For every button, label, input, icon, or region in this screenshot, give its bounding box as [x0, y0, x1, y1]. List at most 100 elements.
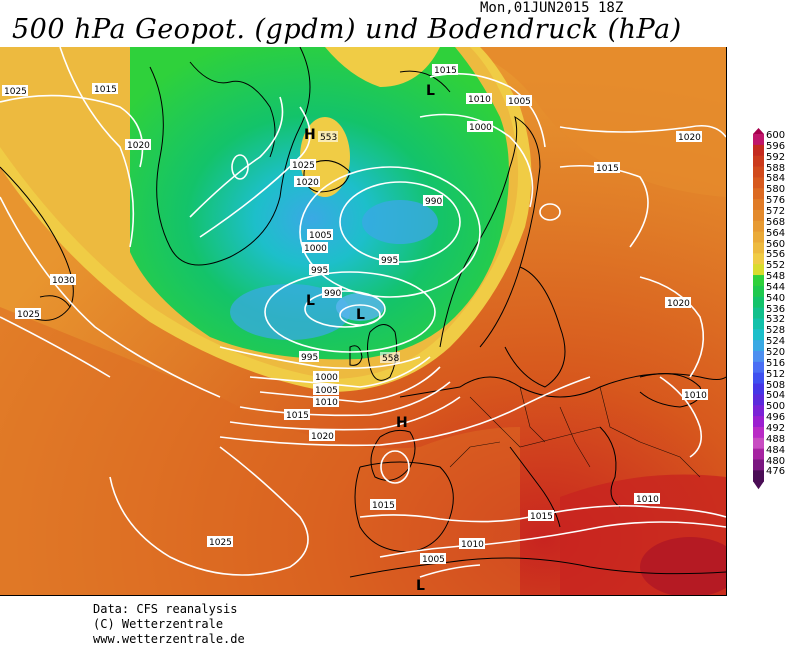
- scale-label: 524: [766, 336, 786, 348]
- scale-label: 484: [766, 444, 786, 456]
- color-scale: [752, 128, 764, 508]
- coastlines: [0, 47, 726, 578]
- credit-copyright: (C) Wetterzentrale: [93, 617, 224, 631]
- weather-map: 1025 1015 1020 1030 1025 1015 1010 1005 …: [0, 47, 727, 596]
- isobar-1025-azores: [109, 446, 309, 576]
- isobar-985-low: [304, 290, 386, 328]
- scale-swatch: [753, 318, 764, 330]
- credit-website: www.wetterzentrale.de: [93, 632, 245, 646]
- coast-canada: [0, 166, 74, 321]
- coast-africa: [349, 557, 726, 578]
- scale-label: 480: [766, 455, 786, 467]
- scale-label: 540: [766, 292, 786, 304]
- scale-swatch: [753, 405, 764, 417]
- isobar-label: 995: [381, 256, 398, 266]
- isobar-label: 1005: [315, 386, 338, 396]
- scale-swatch: [753, 166, 764, 178]
- scale-swatch: [753, 448, 764, 460]
- isobar-label: 1010: [315, 398, 338, 408]
- scale-label: 500: [766, 401, 786, 413]
- isobar-1015-ne: [559, 165, 649, 248]
- scale-label: 536: [766, 303, 786, 315]
- scale-swatch: [753, 242, 764, 254]
- isobar-1020-east: [639, 276, 705, 378]
- credits: Data: CFS reanalysis (C) Wetterzentrale …: [93, 602, 245, 647]
- isobar-label: 1015: [530, 512, 553, 522]
- scale-swatch: [753, 383, 764, 395]
- scale-label: 592: [766, 151, 786, 163]
- isobar-small-east: [539, 203, 561, 221]
- scale-label: 532: [766, 314, 786, 326]
- scale-label: 516: [766, 357, 786, 369]
- scale-label: 552: [766, 260, 786, 272]
- scale-label: 556: [766, 249, 786, 261]
- low-center-label: L: [356, 307, 365, 323]
- isobar-label: 990: [324, 289, 341, 299]
- isobar-label: 1010: [468, 95, 491, 105]
- scale-label: 564: [766, 227, 786, 239]
- scale-label: 580: [766, 184, 786, 196]
- scale-swatch: [753, 253, 764, 265]
- scale-swatch: [753, 351, 764, 363]
- scale-swatch: [753, 285, 764, 298]
- low-center-label: L: [306, 293, 315, 309]
- coast-sweden: [504, 266, 566, 388]
- scale-label: 568: [766, 216, 786, 228]
- color-scale-bar: [753, 128, 764, 490]
- isobar-label: 558: [382, 354, 399, 364]
- scale-label: 584: [766, 173, 786, 185]
- isobar-1010-mediterranean: [379, 521, 726, 558]
- scale-label: 476: [766, 466, 786, 478]
- isobar-1020-ne: [559, 124, 726, 138]
- isobar-1020-west: [59, 47, 135, 248]
- scale-label: 548: [766, 271, 786, 283]
- high-center-label: H: [396, 415, 408, 431]
- scale-label: 492: [766, 422, 786, 434]
- scale-swatch: [753, 231, 764, 243]
- isobar-1000-south: [249, 356, 431, 388]
- isobars: [0, 47, 726, 578]
- isobar-990-low: [264, 271, 436, 353]
- isobar-label: 1020: [667, 299, 690, 309]
- isobar-1020-greenland: [189, 96, 284, 218]
- scale-label: 596: [766, 140, 786, 152]
- scale-swatch: [753, 188, 764, 200]
- scale-swatch: [753, 296, 764, 309]
- scale-swatch: [753, 470, 764, 482]
- coast-brittany: [370, 429, 416, 481]
- isobar-label: 995: [301, 353, 318, 363]
- coast-iberia: [354, 461, 454, 553]
- scale-swatch: [753, 340, 764, 352]
- height-field-ridge-north: [325, 47, 440, 87]
- scale-swatch: [753, 372, 764, 385]
- scale-swatch: [753, 134, 764, 146]
- isobar-1030-west: [0, 196, 221, 398]
- scale-label: 496: [766, 412, 786, 424]
- high-center-label: H: [304, 127, 316, 143]
- scale-label: 544: [766, 281, 786, 293]
- isobar-label: 1015: [94, 85, 117, 95]
- scale-cap-bottom: [753, 481, 764, 490]
- isobar-label: 1010: [684, 391, 707, 401]
- scale-swatch: [753, 275, 764, 287]
- valid-time: Mon,01JUN2015 18Z: [480, 0, 624, 16]
- isobar-1025-w: [0, 316, 111, 378]
- isobar-label: 1000: [469, 123, 492, 133]
- height-field-cold-core-1: [362, 200, 438, 244]
- country-borders: [449, 386, 701, 478]
- coast-balkans: [599, 426, 621, 508]
- isobar-1010-ne: [419, 113, 534, 208]
- isobar-label: 1015: [434, 66, 457, 76]
- isobar-1020-south: [219, 376, 591, 447]
- scale-swatch: [753, 307, 764, 319]
- isobar-1020-high: [380, 450, 410, 484]
- height-field-trough: [130, 47, 509, 360]
- isobar-label: 1005: [508, 97, 531, 107]
- coast-britain: [367, 324, 398, 381]
- credit-data-source: Data: CFS reanalysis: [93, 602, 238, 616]
- isobar-1010-east: [659, 376, 703, 458]
- scale-swatch: [753, 437, 764, 450]
- isobar-label: 1000: [304, 244, 327, 254]
- isobar-label: 1015: [596, 164, 619, 174]
- scale-swatch: [753, 361, 764, 374]
